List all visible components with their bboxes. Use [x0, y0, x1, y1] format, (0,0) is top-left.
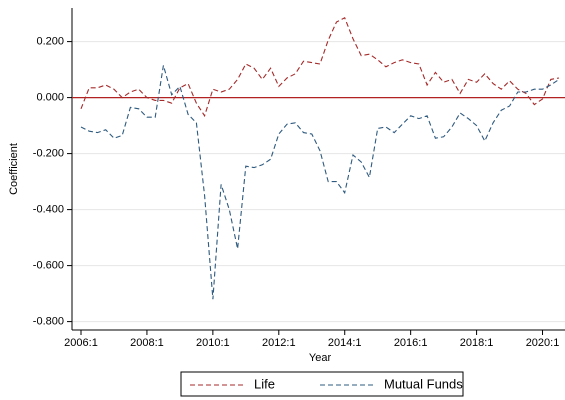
legend-box	[180, 371, 464, 397]
legend-label: Mutual Funds	[384, 376, 463, 391]
x-tick-label: 2020:1	[526, 337, 560, 349]
x-tick-label: 2010:1	[196, 337, 230, 349]
legend: Life Mutual Funds	[180, 371, 464, 397]
y-tick-label: 0.000	[36, 92, 64, 104]
x-tick-label: 2018:1	[460, 337, 494, 349]
y-axis-label: Coefficient	[8, 143, 20, 195]
y-tick-label: -0.800	[33, 316, 64, 328]
x-tick-label: 2008:1	[130, 337, 164, 349]
y-tick-label: -0.200	[33, 148, 64, 160]
y-tick-label: -0.600	[33, 260, 64, 272]
x-tick-label: 2016:1	[394, 337, 428, 349]
legend-label: Life	[254, 376, 275, 391]
x-axis-label: Year	[309, 352, 332, 364]
x-tick-label: 2006:1	[64, 337, 98, 349]
data-line	[80, 65, 560, 300]
x-tick-label: 2014:1	[328, 337, 362, 349]
y-tick-label: 0.200	[36, 36, 64, 48]
data-line	[80, 17, 560, 118]
y-tick-label: -0.400	[33, 204, 64, 216]
x-tick-label: 2012:1	[262, 337, 296, 349]
